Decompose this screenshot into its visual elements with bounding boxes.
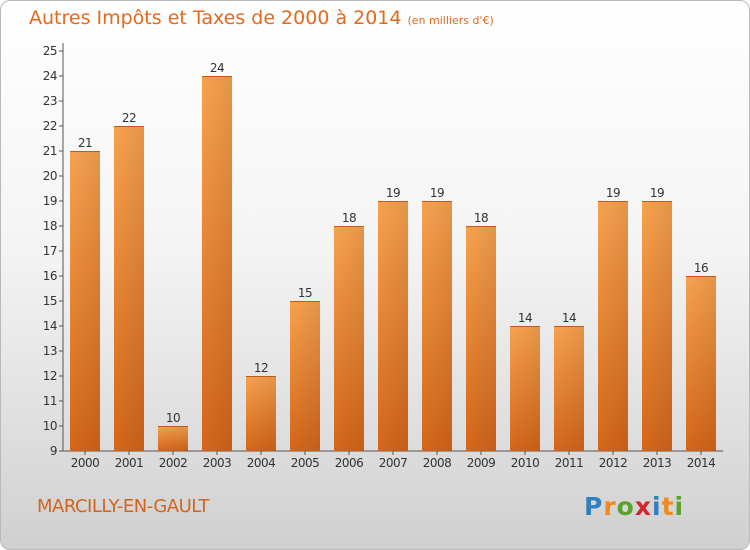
bar-value-label: 18 [342, 211, 356, 225]
y-tick-label: 20 [43, 169, 57, 183]
bar-value-label: 24 [210, 61, 224, 75]
bar-shade [686, 276, 716, 451]
bar-shade [334, 226, 364, 451]
bar-value-label: 18 [474, 211, 488, 225]
x-tick-label: 2006 [335, 456, 364, 470]
x-tick-label: 2013 [643, 456, 672, 470]
x-tick-label: 2005 [291, 456, 320, 470]
chart-title-block: Autres Impôts et Taxes de 2000 à 2014 (en… [29, 7, 494, 29]
y-tick-label: 10 [43, 419, 57, 433]
bar-shade [202, 76, 232, 451]
y-tick-label: 25 [43, 44, 57, 58]
x-tick-label: 2000 [71, 456, 100, 470]
bar-shade [290, 301, 320, 451]
y-tick-label: 17 [43, 244, 57, 258]
bar-value-label: 10 [166, 411, 180, 425]
y-tick-label: 11 [43, 394, 57, 408]
logo-letter: x [634, 492, 652, 521]
bar-value-label: 14 [518, 311, 532, 325]
bar-value-label: 14 [562, 311, 576, 325]
x-tick-label: 2007 [379, 456, 408, 470]
logo-letter: o [616, 492, 635, 521]
bar-shade [642, 201, 672, 451]
bar-value-label: 22 [122, 111, 136, 125]
y-tick-label: 22 [43, 119, 57, 133]
bar-value-label: 15 [298, 286, 312, 300]
bar-shade [114, 126, 144, 451]
y-tick-label: 23 [43, 94, 57, 108]
bar-shade [598, 201, 628, 451]
bar-shade [554, 326, 584, 451]
x-tick-label: 2009 [467, 456, 496, 470]
x-tick-label: 2010 [511, 456, 540, 470]
bar-value-label: 19 [386, 186, 400, 200]
x-tick-label: 2012 [599, 456, 628, 470]
x-tick-label: 2014 [687, 456, 716, 470]
x-tick-label: 2008 [423, 456, 452, 470]
bar-shade [510, 326, 540, 451]
y-tick-label: 15 [43, 294, 57, 308]
bar-value-label: 12 [254, 361, 268, 375]
bar-shade [422, 201, 452, 451]
bar-shade [70, 151, 100, 451]
logo-letter: i [652, 492, 662, 521]
bar-value-label: 19 [606, 186, 620, 200]
x-tick-label: 2011 [555, 456, 584, 470]
bar-value-label: 21 [78, 136, 92, 150]
bar-value-label: 19 [430, 186, 444, 200]
proxiti-logo[interactable]: Proxiti [584, 492, 684, 521]
logo-letter: i [674, 492, 685, 521]
logo-letter: r [603, 492, 617, 521]
commune-name: MARCILLY-EN-GAULT [37, 496, 209, 517]
logo-letter: P [584, 492, 604, 521]
y-tick-label: 16 [43, 269, 57, 283]
x-tick-label: 2003 [203, 456, 232, 470]
y-tick-label: 19 [43, 194, 57, 208]
y-tick-label: 24 [43, 69, 57, 83]
bar-shade [378, 201, 408, 451]
bar-shade [158, 426, 188, 451]
bar-shade [466, 226, 496, 451]
chart-unit: (en milliers d'€) [407, 14, 494, 27]
bar-value-label: 16 [694, 261, 708, 275]
y-tick-label: 21 [43, 144, 57, 158]
y-tick-label: 9 [50, 444, 57, 458]
y-tick-label: 12 [43, 369, 57, 383]
y-tick-label: 18 [43, 219, 57, 233]
chart-title: Autres Impôts et Taxes de 2000 à 2014 [29, 7, 402, 29]
logo-letter: t [661, 492, 675, 521]
x-tick-label: 2001 [115, 456, 144, 470]
y-tick-label: 14 [43, 319, 57, 333]
x-tick-label: 2002 [159, 456, 188, 470]
y-tick-label: 13 [43, 344, 57, 358]
x-tick-label: 2004 [247, 456, 276, 470]
bar-shade [246, 376, 276, 451]
bar-value-label: 19 [650, 186, 664, 200]
